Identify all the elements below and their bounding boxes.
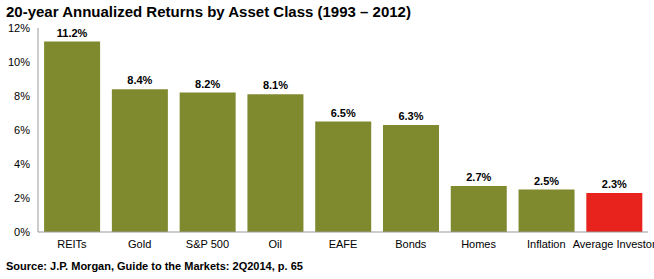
svg-text:10%: 10% [8, 56, 30, 68]
svg-text:S&P 500: S&P 500 [186, 238, 229, 250]
svg-text:6.5%: 6.5% [331, 107, 356, 119]
svg-text:Inflation: Inflation [527, 238, 566, 250]
svg-text:11.2%: 11.2% [57, 27, 88, 39]
svg-text:2.3%: 2.3% [602, 178, 627, 190]
svg-text:Average Investor: Average Investor [573, 238, 646, 250]
svg-text:8%: 8% [14, 90, 30, 102]
svg-text:2.5%: 2.5% [534, 175, 559, 187]
svg-text:Gold: Gold [128, 238, 151, 250]
svg-text:8.4%: 8.4% [127, 74, 152, 86]
svg-text:8.2%: 8.2% [195, 78, 220, 90]
svg-text:12%: 12% [8, 22, 30, 34]
svg-text:8.1%: 8.1% [263, 79, 288, 91]
svg-text:2.7%: 2.7% [466, 171, 491, 183]
svg-text:Bonds: Bonds [395, 238, 427, 250]
svg-text:REITs: REITs [57, 238, 87, 250]
svg-text:Oil: Oil [268, 238, 281, 250]
html-text:20-year Annualized Returns by: 20-year Annualized Returns by Asset Clas… [6, 3, 411, 20]
svg-text:2%: 2% [14, 192, 30, 204]
svg-text:6.3%: 6.3% [398, 110, 423, 122]
svg-text:Homes: Homes [461, 238, 496, 250]
svg-text:6%: 6% [14, 124, 30, 136]
svg-text:4%: 4% [14, 158, 30, 170]
html-text:Source: J.P. Morgan, Guide to: Source: J.P. Morgan, Guide to the Market… [6, 260, 303, 272]
svg-text:0%: 0% [14, 226, 30, 238]
svg-text:EAFE: EAFE [329, 238, 358, 250]
